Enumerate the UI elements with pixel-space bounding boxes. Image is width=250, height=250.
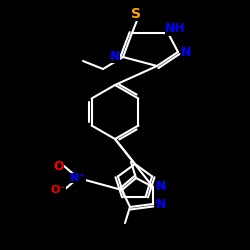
Text: N⁺: N⁺ [70,173,86,183]
Text: S: S [131,7,141,21]
Text: N: N [156,180,166,194]
Text: N: N [110,50,120,62]
Text: N: N [156,198,166,210]
Text: NH: NH [164,22,186,36]
Text: O: O [54,160,64,172]
Text: O⁻: O⁻ [50,185,66,195]
Text: N: N [181,46,191,59]
